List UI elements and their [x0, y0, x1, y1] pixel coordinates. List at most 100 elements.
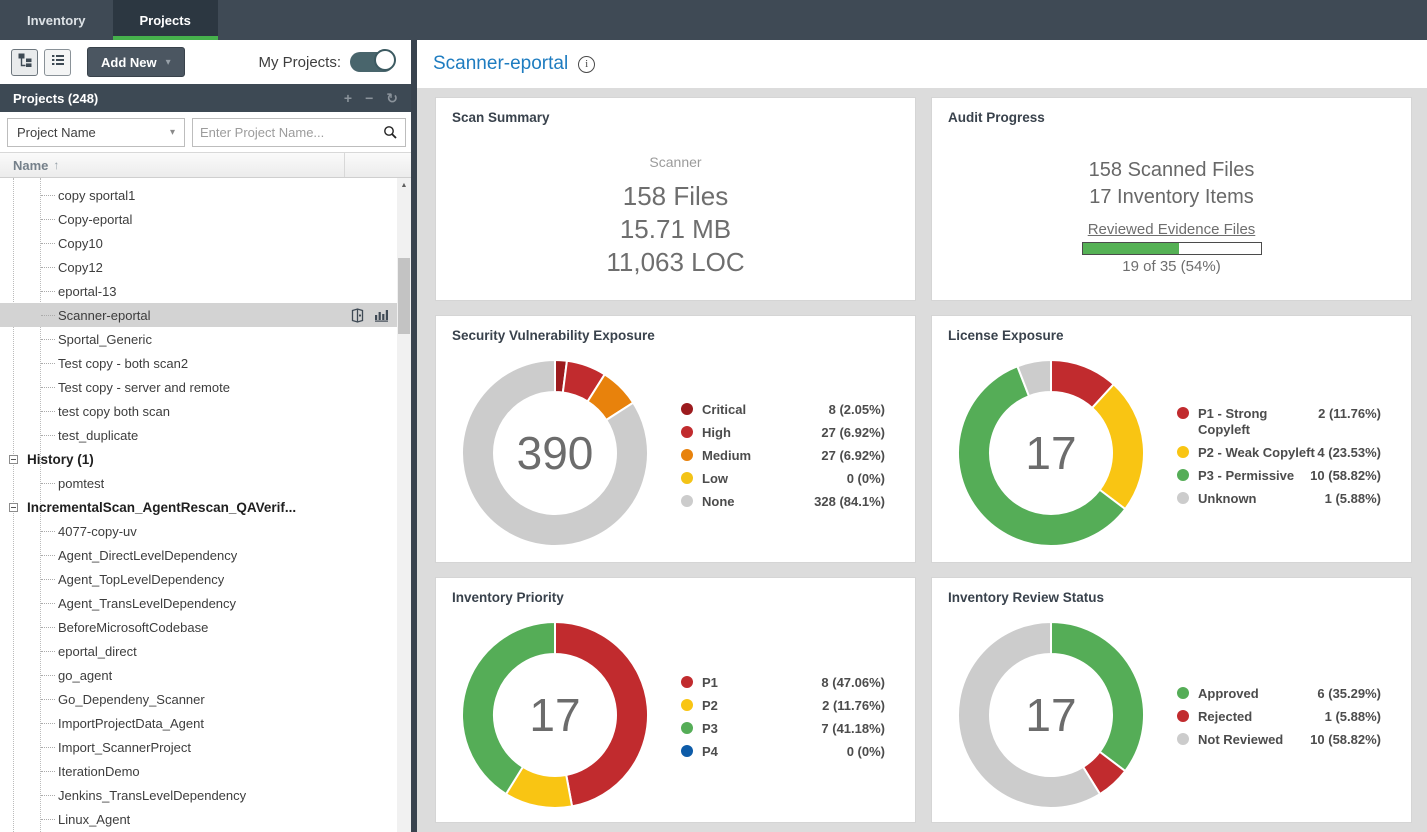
tree-item-label: Scanner-eportal [58, 307, 151, 323]
projects-panel: Add New ▾ My Projects: Projects (248) + … [0, 40, 411, 832]
collapse-icon[interactable] [9, 454, 18, 464]
tree-item-label: Go_Dependeny_Scanner [58, 691, 205, 707]
legend-value: 27 (6.92%) [821, 448, 885, 463]
legend-label: P3 [702, 720, 718, 736]
tree-item-go-dependeny-scanner[interactable]: Go_Dependeny_Scanner [0, 687, 397, 711]
tree-item-go-agent[interactable]: go_agent [0, 663, 397, 687]
donut-svg [461, 358, 649, 547]
tree-item-importprojectdata-agent[interactable]: ImportProjectData_Agent [0, 711, 397, 735]
name-column-header[interactable]: Name ↑ [0, 152, 411, 178]
audit-report-icon[interactable] [351, 307, 364, 323]
tree-item-copy-eportal[interactable]: Copy-eportal [0, 207, 397, 231]
tree-item-copy10[interactable]: Copy10 [0, 231, 397, 255]
tab-inventory[interactable]: Inventory [0, 0, 113, 40]
security-donut-chart: 390 [460, 358, 650, 548]
legend-label: Critical [702, 402, 747, 417]
legend-label: Approved [1198, 686, 1259, 701]
list-view-button[interactable] [44, 48, 71, 76]
legend-dot-icon [1177, 468, 1189, 481]
tree-item-agent-directleveldependency[interactable]: Agent_DirectLevelDependency [0, 543, 397, 567]
legend-row-low: Low 0 (0%) [681, 471, 885, 487]
tree-item-label: ImportProjectData_Agent [58, 715, 204, 731]
legend-row-high: High 27 (6.92%) [681, 425, 885, 441]
scrollbar-up-icon[interactable]: ▲ [400, 181, 408, 189]
search-icon[interactable] [383, 125, 398, 140]
inventory-items-count: 17 Inventory Items [1089, 186, 1254, 208]
panel-separator[interactable] [411, 40, 417, 832]
tree-item-test-copy-both-scan2[interactable]: Test copy - both scan2 [0, 351, 397, 375]
collapse-icon[interactable] [9, 502, 18, 512]
donut-svg [957, 358, 1145, 547]
tree-item-test-duplicate[interactable]: test_duplicate [0, 423, 397, 447]
tree-item-test-copy-both-scan[interactable]: test copy both scan [0, 399, 397, 423]
refresh-icon[interactable]: ↻ [386, 90, 398, 106]
tab-projects[interactable]: Projects [112, 0, 219, 40]
tree-item-incrementalscan-agentrescan-qaverif[interactable]: IncrementalScan_AgentRescan_QAVerif... [0, 495, 397, 519]
tree-item-label: go_agent [58, 667, 113, 683]
tree-item-label: copy sportal1 [58, 187, 136, 203]
tree-item-agent-transleveldependency[interactable]: Agent_TransLevelDependency [0, 591, 397, 615]
add-new-button[interactable]: Add New ▾ [87, 47, 185, 77]
tree-item-test-copy-server-and-remote[interactable]: Test copy - server and remote [0, 375, 397, 399]
tree-item-jenkins-transleveldependency[interactable]: Jenkins_TransLevelDependency [0, 783, 397, 807]
license-donut-chart: 17 [956, 358, 1146, 548]
project-tree: copy sportal1 Copy-eportal Copy10 Copy12 epo… [0, 178, 397, 832]
tree-item-scanner-eportal[interactable]: Scanner-eportal [0, 303, 397, 327]
bar-chart-icon[interactable] [374, 308, 389, 322]
legend-dot-icon [681, 675, 693, 688]
tree-item-eportal-direct[interactable]: eportal_direct [0, 639, 397, 663]
tree-item-beforemicrosoftcodebase[interactable]: BeforeMicrosoftCodebase [0, 615, 397, 639]
project-search-input[interactable] [193, 124, 383, 140]
tree-connector [41, 722, 55, 724]
license-legend: P1 - Strong Copyleft 2 (11.76%) P2 - Weak … [1177, 350, 1381, 562]
info-icon[interactable]: i [578, 55, 596, 73]
tree-item-label: test copy both scan [58, 403, 171, 419]
project-tree-container: copy sportal1 Copy-eportal Copy10 Copy12 epo… [0, 178, 411, 832]
tree-connector [41, 338, 55, 340]
tree-item-agent-topleveldependency[interactable]: Agent_TopLevelDependency [0, 567, 397, 591]
tree-item-copy12[interactable]: Copy12 [0, 255, 397, 279]
tree-item-copy-sportal1[interactable]: copy sportal1 [0, 183, 397, 207]
tree-item-label: Import_ScannerProject [58, 739, 191, 755]
legend-value: 8 (2.05%) [828, 402, 885, 417]
filter-field-select[interactable]: Project Name ▾ [7, 117, 185, 147]
tree-connector [41, 602, 55, 604]
tree-item-linux-agent[interactable]: Linux_Agent [0, 807, 397, 831]
tree-item-label: pomtest [58, 475, 105, 491]
my-projects-toggle[interactable] [350, 49, 396, 72]
tree-item-label: Sportal_Generic [58, 331, 152, 347]
tree-item-label: Test copy - server and remote [58, 379, 230, 395]
projects-toolbar: Add New ▾ My Projects: [0, 40, 411, 84]
legend-value: 2 (11.76%) [1318, 405, 1381, 421]
scan-summary-card: Scan Summary Scanner 158 Files 15.71 MB … [435, 97, 916, 301]
tree-item-iterationdemo[interactable]: IterationDemo [0, 759, 397, 783]
expand-all-icon[interactable]: + [343, 90, 353, 106]
tree-scrollbar[interactable]: ▲ [397, 178, 411, 832]
legend-dot-icon [1177, 406, 1189, 419]
legend-row-p3-permissive: P3 - Permissive 10 (58.82%) [1177, 468, 1381, 484]
legend-value: 1 (5.88%) [1324, 709, 1381, 724]
legend-value: 0 (0%) [846, 743, 885, 759]
tree-item-eportal-13[interactable]: eportal-13 [0, 279, 397, 303]
card-title: Inventory Review Status [948, 590, 1105, 605]
tree-view-button[interactable] [11, 48, 38, 76]
tree-item-import-scannerproject[interactable]: Import_ScannerProject [0, 735, 397, 759]
tree-connector [41, 290, 55, 292]
tree-item-4077-copy-uv[interactable]: 4077-copy-uv [0, 519, 397, 543]
list-view-icon [50, 52, 66, 73]
card-title: Security Vulnerability Exposure [452, 328, 655, 343]
legend-label: High [702, 425, 731, 440]
scrollbar-thumb[interactable] [398, 258, 410, 334]
legend-value: 328 (84.1%) [814, 494, 885, 509]
review-status-donut-chart: 17 [956, 620, 1146, 810]
tree-item-pomtest[interactable]: pomtest [0, 471, 397, 495]
collapse-all-icon[interactable]: − [365, 90, 374, 106]
tree-item-history-1[interactable]: History (1) [0, 447, 397, 471]
tree-item-sportal-generic[interactable]: Sportal_Generic [0, 327, 397, 351]
legend-dot-icon [681, 472, 693, 484]
tree-connector [41, 698, 55, 700]
projects-count-label: Projects (248) [13, 90, 99, 106]
tree-item-label: test_duplicate [58, 427, 139, 443]
tree-connector [41, 818, 55, 820]
